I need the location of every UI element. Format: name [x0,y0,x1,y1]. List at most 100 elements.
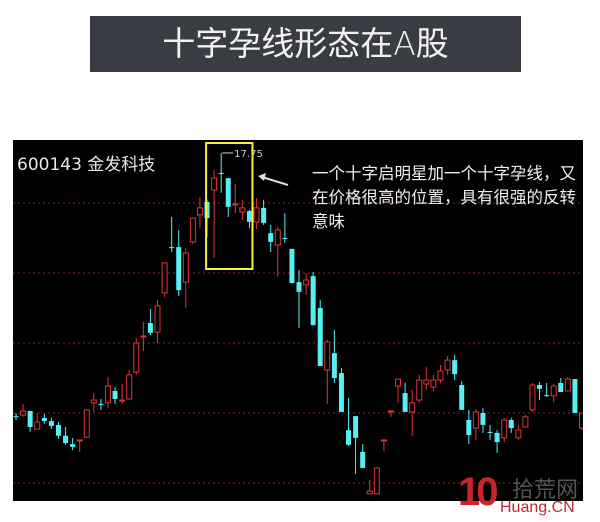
chart-svg: 17.75 [13,142,583,495]
candle-body [176,247,182,291]
candle [324,339,331,404]
candle [459,381,465,410]
candle [261,199,267,226]
candle-body [70,444,76,447]
candle [444,355,451,375]
candle-body [346,430,352,445]
candle [140,322,147,352]
candle-body [83,409,90,438]
candle [232,184,239,214]
candle [225,178,231,217]
candle-body [444,359,451,371]
candle-body [579,412,583,429]
candle [564,376,571,392]
candle-body [508,420,514,429]
candle-body [90,399,97,404]
candle [268,225,274,252]
candle [41,414,47,424]
candle [90,393,97,412]
candle [274,227,281,277]
candle-body [189,217,196,243]
candle [189,217,196,244]
candle-body [232,203,239,206]
candle [346,397,352,446]
candle-body [430,379,437,388]
candle-body [147,323,153,333]
candle [246,210,252,228]
candle [182,248,189,308]
candle [133,338,140,375]
candle [487,424,493,440]
candle-body [268,233,274,242]
candle-body [211,177,218,191]
candle-body [289,248,295,284]
candle-body [34,421,41,430]
candle [147,309,153,335]
candle-body [218,172,224,174]
candle-body [282,238,288,240]
candle-body [487,431,493,433]
candle-body [104,385,111,404]
candle [437,365,444,383]
candle-body [331,353,337,378]
candle [20,403,27,417]
candle-body [119,399,126,402]
watermark-site-en: Huang.CN [500,499,575,516]
page-title: 十字孕线形态在A股 [90,16,521,72]
candle [63,427,69,445]
candle [373,467,380,495]
candle [176,229,182,297]
watermark-site-cn: 拾荒网 [512,478,579,503]
candle [515,424,522,440]
candle [303,273,310,296]
candle [537,381,543,401]
candle-body [48,421,54,426]
candle-body [98,403,104,405]
candle-body [20,410,27,416]
highlight-box [205,142,254,270]
candle-body [310,276,316,326]
candle [161,262,168,298]
candle [310,271,316,326]
candle [529,382,536,412]
candle-body [303,279,310,286]
candle-body [41,417,47,422]
candle-body [360,451,366,468]
stock-label: 600143 金发科技 [17,155,156,175]
candle-body [133,342,140,373]
candle [70,438,76,451]
candle [282,213,288,243]
candle [112,387,118,404]
candle-body [558,382,564,392]
candle-body [112,390,118,399]
candle [472,409,479,440]
candle-body [402,393,408,412]
candle-body [63,435,69,444]
candle [466,409,472,445]
candle [55,422,61,439]
arrow-head-icon [258,173,266,181]
candle [98,399,104,410]
candle-body [529,384,536,411]
candle [494,430,500,453]
candle-body [459,385,465,410]
candle [452,354,458,381]
candle [423,367,430,390]
annotation-text: 一个十字启明星加一个十字孕线，又在价格很高的位置，具有很强的反转意味 [312,164,576,231]
arrow-icon [261,176,289,186]
candle [338,367,344,412]
candle-body [353,416,359,438]
candle-body [409,402,416,413]
max-price-label: 17.75 [234,149,263,160]
candle-body [373,467,380,495]
candle [501,417,508,443]
candle [196,197,203,228]
candle [430,374,437,391]
candle-body [544,395,550,397]
candle-body [317,308,323,367]
candle [387,410,394,417]
candle-body [522,416,529,428]
candle-body [366,490,373,495]
candle-body [324,341,331,371]
candle [480,408,486,433]
